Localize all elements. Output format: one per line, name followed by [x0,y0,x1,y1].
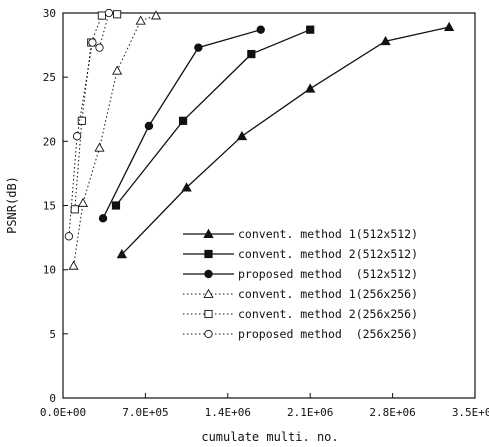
data-point-circle [64,232,74,241]
data-point-circle [98,214,108,223]
axis-ticks: 0 5 10 15 20 25 30 0.0E+00 7.0E+05 1.4E+06 2.1E+06… [40,7,489,419]
data-point-triangle [94,142,105,152]
x-tick-label: 2.8E+06 [369,406,415,419]
series-group [64,8,114,241]
series-line [73,15,157,266]
y-tick-label: 5 [49,328,56,341]
x-tick-label: 3.5E+06 [452,406,489,419]
series-group [111,25,315,210]
series-group [116,21,455,259]
x-tick-label: 2.1E+06 [287,406,333,419]
x-tick-label: 0.0E+00 [40,406,86,419]
data-point-triangle [443,21,455,32]
y-tick-label: 0 [49,392,56,405]
series-line [121,26,450,255]
data-point-triangle [236,130,248,141]
legend-label: convent. method 1(256x256) [238,287,418,301]
y-tick-label: 30 [43,7,56,20]
data-point-triangle [305,83,316,93]
series-layer [64,8,455,270]
data-point-circle [256,25,265,34]
legend-label: convent. method 1(512x512) [238,227,418,241]
data-point-square [70,205,79,214]
series-line [68,12,110,237]
data-point-square [204,249,213,259]
data-point-square [204,309,213,319]
data-point-triangle [116,248,128,259]
data-point-circle [88,38,97,47]
x-tick-label: 7.0E+05 [122,406,168,419]
y-tick-label: 15 [43,200,56,213]
legend-label: proposed method (256x256) [238,327,418,341]
data-point-triangle [181,182,192,192]
x-axis-title: cumulate multi. no. [201,430,338,444]
legend-label: convent. method 2(256x256) [238,307,418,321]
series-line [102,29,261,219]
y-tick-label: 10 [43,264,56,277]
data-point-triangle [135,15,146,25]
legend: convent. method 1(512x512) convent. metho… [183,227,418,341]
data-point-square [77,116,86,125]
data-point-triangle [203,228,214,238]
data-point-square [178,116,188,125]
data-point-circle [204,329,213,339]
data-point-triangle [112,65,123,75]
y-tick-label: 20 [43,135,56,148]
data-point-square [113,10,122,19]
y-axis-title: PSNR(dB) [5,176,19,234]
data-point-triangle [203,288,214,298]
data-point-circle [72,132,82,141]
series-line [115,29,311,206]
data-point-triangle [68,260,79,270]
data-point-square [306,25,315,34]
data-point-triangle [380,35,391,46]
data-point-circle [194,43,203,52]
data-point-circle [95,43,104,52]
data-point-square [97,11,106,20]
x-tick-label: 1.4E+06 [205,406,251,419]
data-point-square [247,49,256,59]
data-point-triangle [150,10,162,20]
data-point-square [111,201,121,210]
data-point-circle [104,8,114,18]
y-tick-label: 25 [43,71,56,84]
data-point-triangle [77,197,89,207]
plot-area-frame [62,12,476,399]
legend-label: proposed method (512x512) [238,267,418,281]
data-point-circle [204,269,213,279]
series-group [68,10,162,270]
legend-label: convent. method 2(512x512) [238,247,418,261]
data-point-circle [144,121,154,131]
series-group [98,25,265,223]
